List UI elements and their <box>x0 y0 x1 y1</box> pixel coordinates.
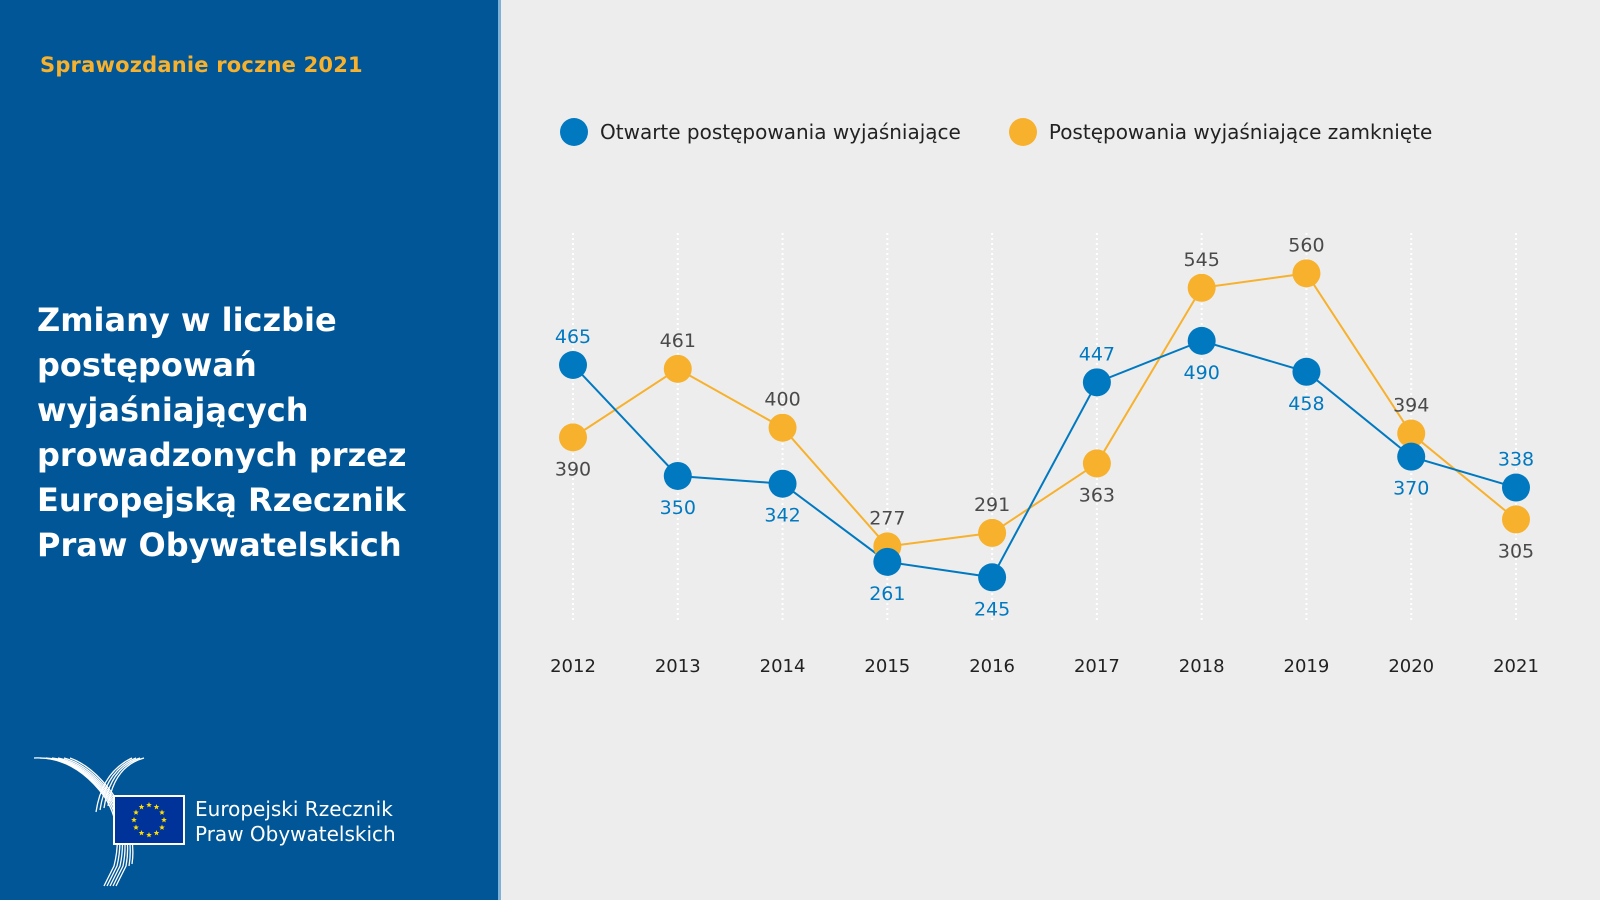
page-title: Zmiany w liczbie postępowań wyjaśniający… <box>37 298 477 568</box>
x-tick-label: 2020 <box>1388 656 1434 677</box>
title-line: Praw Obywatelskich <box>37 526 402 564</box>
data-label: 394 <box>1393 395 1429 417</box>
data-point <box>559 351 587 379</box>
legend-label: Otwarte postępowania wyjaśniające <box>600 120 961 144</box>
eu-star-icon <box>138 804 145 810</box>
eu-star-icon <box>133 824 139 830</box>
legend-item-closed: Postępowania wyjaśniające zamknięte <box>1008 118 1433 146</box>
eu-flag-icon <box>113 795 185 845</box>
eu-star-icon <box>153 804 160 810</box>
series-line <box>572 272 1517 548</box>
legend-label: Postępowania wyjaśniające zamknięte <box>1048 120 1433 144</box>
data-point <box>1187 326 1216 355</box>
legend-dot-icon <box>1008 118 1037 146</box>
x-tick-label: 2019 <box>1284 656 1330 677</box>
eu-star-icon <box>153 829 160 836</box>
chart-legend: Otwarte postępowania wyjaśniające Postęp… <box>560 118 1480 146</box>
data-point <box>978 563 1007 592</box>
x-tick-label: 2014 <box>760 656 806 677</box>
data-point <box>1292 259 1321 288</box>
data-label: 390 <box>555 458 591 480</box>
sidebar <box>0 0 498 900</box>
data-point <box>873 547 902 576</box>
logo-text-line: Europejski Rzecznik <box>195 797 393 821</box>
ombudsman-logo <box>34 757 185 887</box>
data-label: 277 <box>869 507 905 529</box>
data-point <box>1502 473 1530 502</box>
report-label: Sprawozdanie roczne 2021 <box>40 53 363 77</box>
eu-star-icon <box>146 802 152 808</box>
data-point <box>663 354 692 383</box>
data-label: 461 <box>660 330 696 352</box>
data-label: 338 <box>1498 449 1534 471</box>
x-tick-label: 2017 <box>1074 656 1120 677</box>
eu-star-icon <box>146 832 152 838</box>
data-point <box>768 413 797 442</box>
data-label: 545 <box>1184 249 1220 271</box>
data-label: 245 <box>974 598 1010 620</box>
series-line <box>572 339 1517 579</box>
data-label: 400 <box>764 389 800 411</box>
title-line: prowadzonych przez <box>37 436 407 474</box>
data-label: 350 <box>660 497 696 519</box>
eu-star-icon <box>133 809 139 815</box>
data-label: 458 <box>1288 393 1324 415</box>
data-label: 305 <box>1498 540 1534 562</box>
data-label: 363 <box>1079 484 1115 506</box>
data-point <box>768 469 797 498</box>
x-tick-label: 2013 <box>655 656 701 677</box>
eu-star-icon <box>159 824 165 830</box>
data-point <box>1082 449 1111 478</box>
data-point <box>663 461 692 490</box>
data-label: 291 <box>974 494 1010 516</box>
x-tick-label: 2021 <box>1493 656 1539 677</box>
logo-text-line: Praw Obywatelskich <box>195 822 396 846</box>
data-point <box>1292 357 1321 386</box>
x-tick-label: 2016 <box>969 656 1015 677</box>
sidebar-divider <box>498 0 501 900</box>
title-line: postępowań <box>37 346 257 384</box>
x-tick-label: 2012 <box>550 656 596 677</box>
x-tick-label: 2015 <box>864 656 910 677</box>
legend-dot-icon <box>560 118 588 146</box>
data-point <box>1082 368 1111 397</box>
data-point <box>1397 442 1426 471</box>
eu-star-icon <box>138 829 145 836</box>
data-point <box>978 518 1007 547</box>
data-label: 261 <box>869 583 905 605</box>
data-label: 447 <box>1079 343 1115 365</box>
data-point <box>1502 505 1530 534</box>
logo-text: Europejski Rzecznik Praw Obywatelskich <box>195 797 396 847</box>
data-point <box>559 423 587 452</box>
data-label: 370 <box>1393 478 1429 500</box>
data-label: 490 <box>1184 362 1220 384</box>
data-point <box>1397 419 1426 448</box>
data-label: 342 <box>764 505 800 527</box>
legend-item-open: Otwarte postępowania wyjaśniające <box>560 118 961 146</box>
eu-star-icon <box>161 817 167 823</box>
eu-star-icon <box>159 809 165 815</box>
eu-star-icon <box>131 817 137 823</box>
data-label: 560 <box>1288 234 1324 256</box>
data-label: 465 <box>555 326 591 348</box>
title-line: Zmiany w liczbie <box>37 301 337 339</box>
data-point <box>1187 273 1216 302</box>
title-line: wyjaśniających <box>37 391 309 429</box>
x-tick-label: 2018 <box>1179 656 1225 677</box>
title-line: Europejską Rzecznik <box>37 481 406 519</box>
